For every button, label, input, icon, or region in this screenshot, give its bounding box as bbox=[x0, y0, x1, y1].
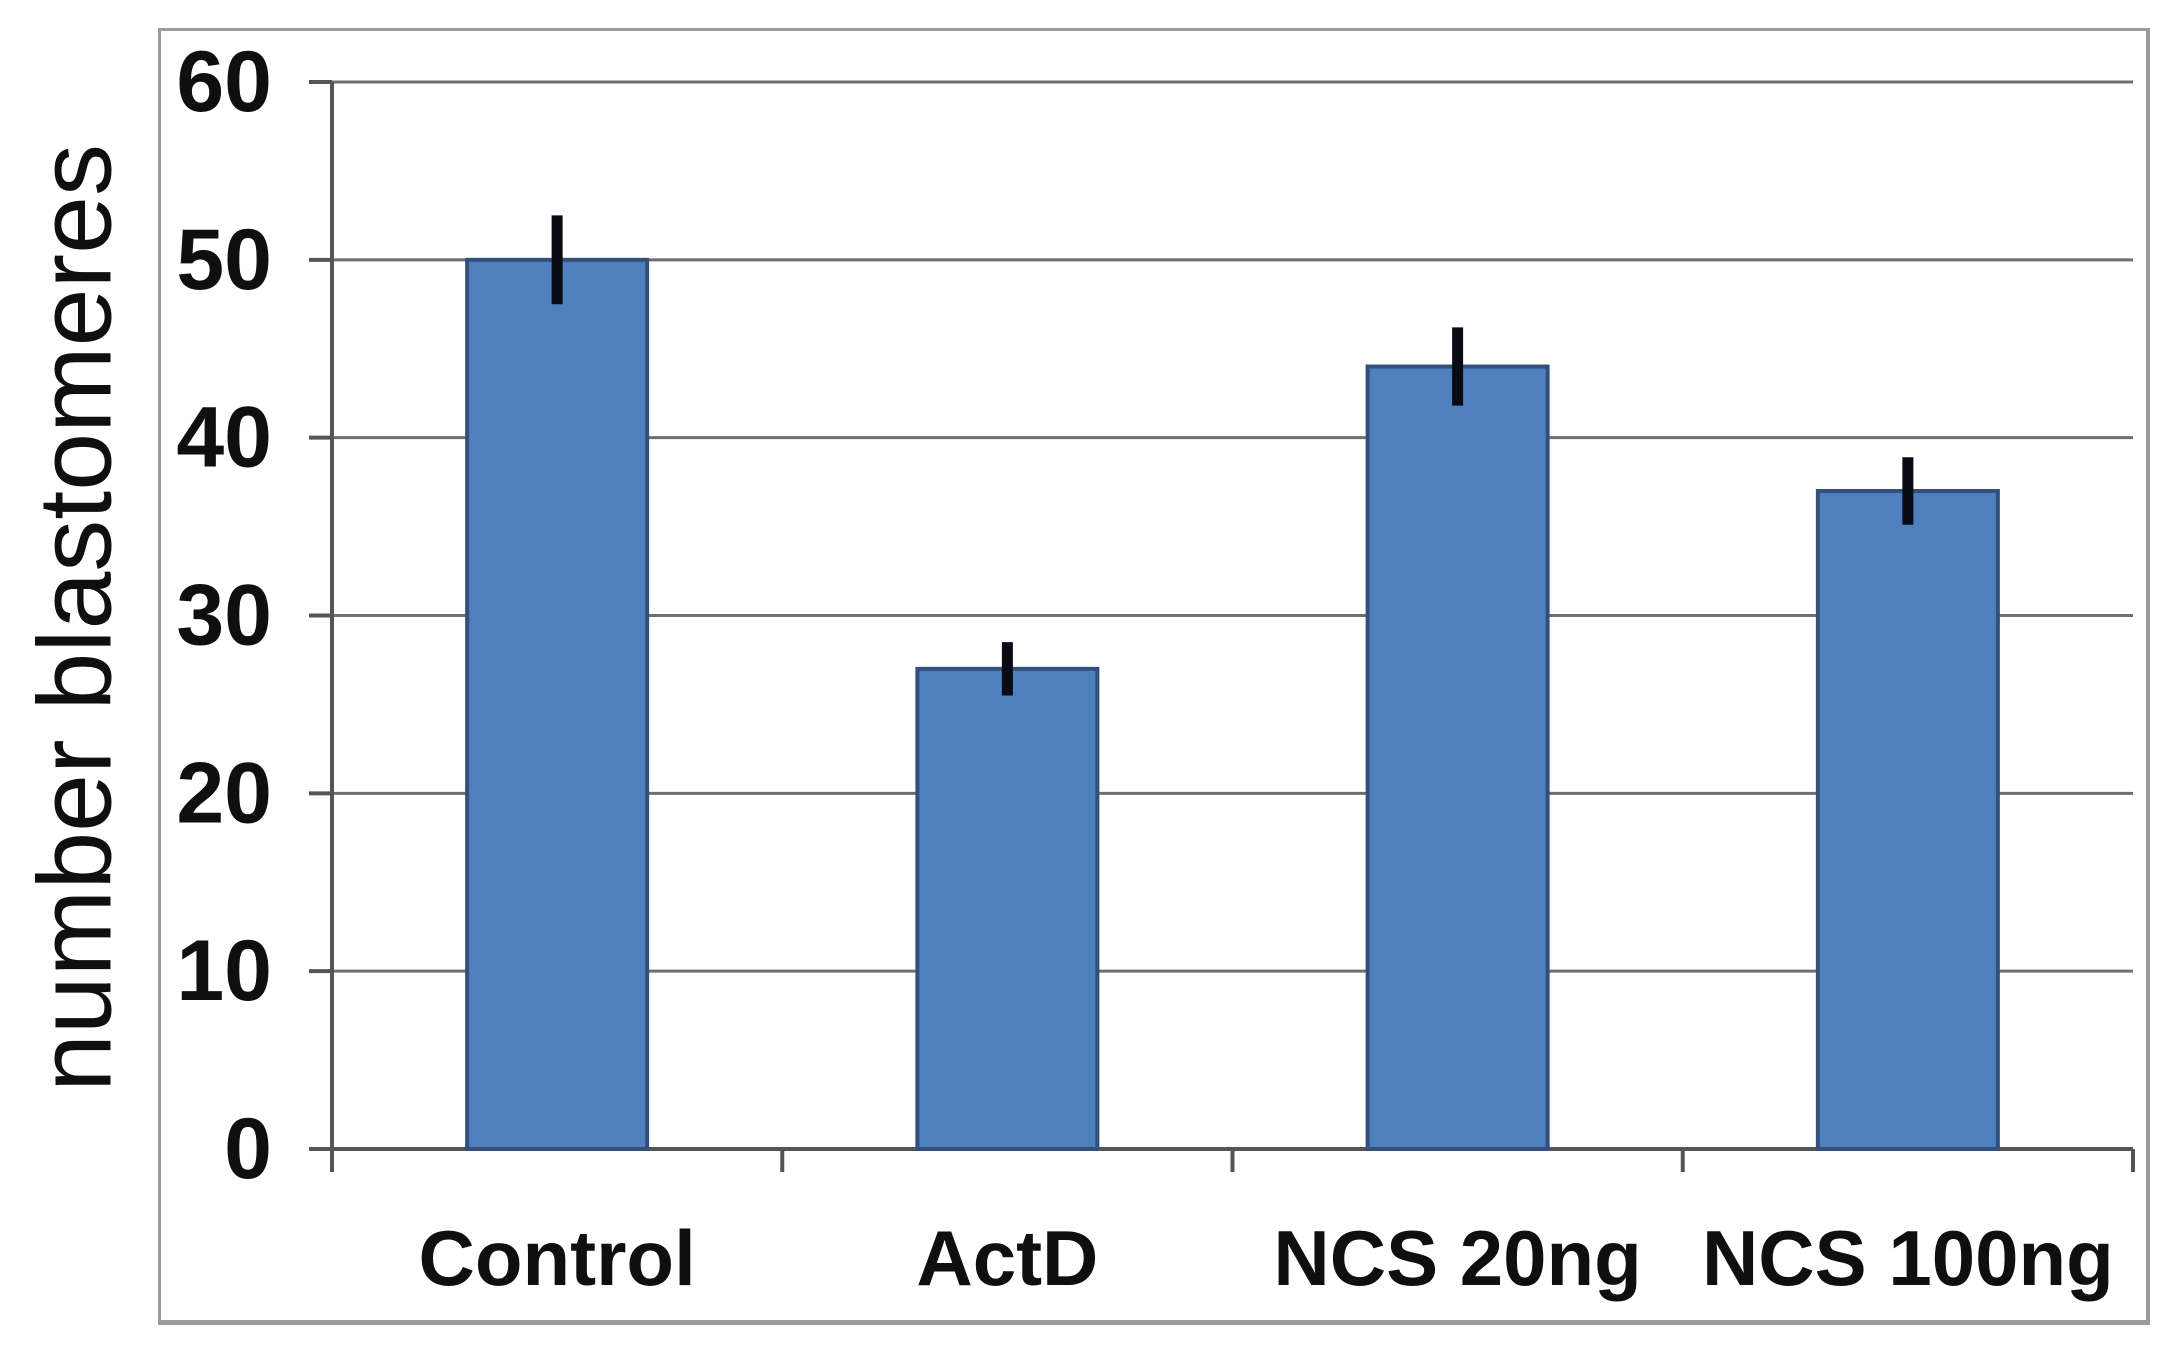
tick-labels-layer: 0 10 20 30 40 50 60 bbox=[176, 34, 272, 1197]
figure-border bbox=[158, 28, 2150, 1325]
y-tick-label-60: 60 bbox=[176, 34, 272, 130]
bar-ActD bbox=[915, 666, 1100, 1151]
bars-layer bbox=[465, 257, 2000, 1152]
y-tick-label-10: 10 bbox=[176, 923, 272, 1019]
bar-NCS 100ng bbox=[1815, 489, 2000, 1151]
y-tick-label-50: 50 bbox=[176, 212, 272, 308]
error-bars-layer bbox=[551, 215, 1914, 696]
category-label-NCS 100ng: NCS 100ng bbox=[1702, 1214, 2114, 1302]
y-tick-label-20: 20 bbox=[176, 745, 272, 841]
category-label-NCS 20ng: NCS 20ng bbox=[1273, 1214, 1641, 1302]
y-tick-label-30: 30 bbox=[176, 568, 272, 664]
bar-NCS 20ng bbox=[1365, 364, 1550, 1151]
category-label-ActD: ActD bbox=[916, 1214, 1098, 1302]
category-label-Control: Control bbox=[418, 1214, 695, 1302]
bar-Control bbox=[465, 257, 650, 1152]
y-tick-label-0: 0 bbox=[224, 1101, 272, 1197]
y-tick-label-40: 40 bbox=[176, 390, 272, 486]
category-labels-layer: Control ActD NCS 20ng NCS 100ng bbox=[418, 1214, 2113, 1302]
